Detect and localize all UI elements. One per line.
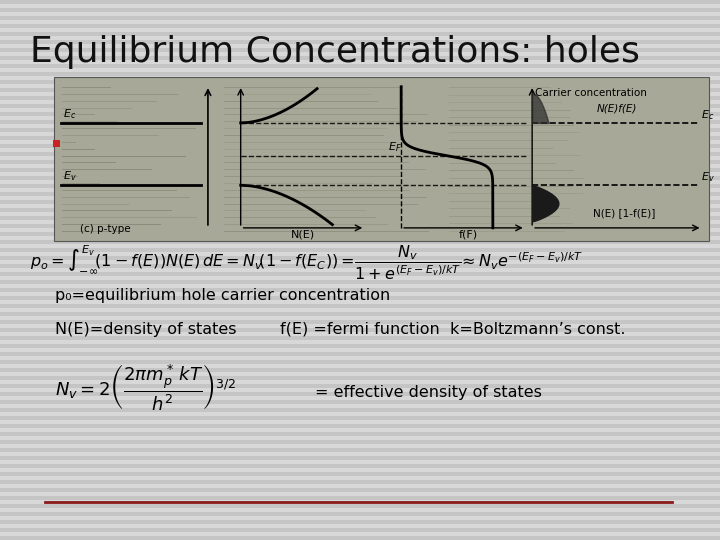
Bar <box>0 481 720 484</box>
Bar <box>0 225 720 228</box>
Bar <box>0 353 720 356</box>
Bar <box>0 152 720 156</box>
Bar <box>54 77 709 241</box>
Text: $p_o = \int_{-\infty}^{E_v}\!(1-f(E))N(E)\,dE = N_v\!\left(1-f(E_C)\right)=\!\df: $p_o = \int_{-\infty}^{E_v}\!(1-f(E))N(E… <box>30 243 583 281</box>
Bar <box>0 472 720 476</box>
Text: N(E) [1-f(E)]: N(E) [1-f(E)] <box>593 208 655 218</box>
Bar <box>0 256 720 260</box>
Bar <box>0 464 720 468</box>
Text: (c) p-type: (c) p-type <box>80 225 131 234</box>
Bar <box>0 408 720 412</box>
Bar <box>0 64 720 68</box>
Text: N(E)f(E): N(E)f(E) <box>597 103 637 113</box>
Text: Equilibrium Concentrations: holes: Equilibrium Concentrations: holes <box>30 35 640 69</box>
Bar <box>0 504 720 508</box>
Bar <box>0 120 720 124</box>
Text: $E_F$: $E_F$ <box>388 140 402 154</box>
Bar <box>0 368 720 372</box>
Bar <box>0 488 720 492</box>
Bar <box>0 89 720 92</box>
Bar <box>0 9 720 12</box>
Bar <box>0 400 720 404</box>
Bar <box>0 529 720 532</box>
Bar <box>0 328 720 332</box>
Text: = effective density of states: = effective density of states <box>315 385 542 400</box>
Bar <box>0 104 720 108</box>
Bar <box>0 280 720 284</box>
Text: N(E): N(E) <box>291 230 315 239</box>
Bar <box>0 512 720 516</box>
Bar <box>0 345 720 348</box>
Bar <box>0 288 720 292</box>
Bar <box>0 448 720 452</box>
Bar <box>0 536 720 540</box>
Bar <box>0 416 720 420</box>
Bar <box>0 56 720 60</box>
Text: $N_v = 2\left(\dfrac{2\pi m^*_p\, kT}{h^2}\right)^{3/2}$: $N_v = 2\left(\dfrac{2\pi m^*_p\, kT}{h^… <box>55 362 236 412</box>
Bar <box>0 24 720 28</box>
Text: f(F): f(F) <box>459 230 478 239</box>
Text: f(E) =fermi function  k=Boltzmann’s const.: f(E) =fermi function k=Boltzmann’s const… <box>280 322 626 337</box>
Bar <box>0 1 720 4</box>
Bar <box>0 217 720 220</box>
Bar <box>0 384 720 388</box>
Bar <box>0 97 720 100</box>
Bar <box>0 496 720 500</box>
Bar <box>0 177 720 180</box>
Bar <box>0 320 720 324</box>
Text: $E_v$: $E_v$ <box>63 170 76 183</box>
Bar <box>0 160 720 164</box>
Text: $E_c$: $E_c$ <box>63 107 76 121</box>
Bar <box>0 144 720 148</box>
Bar <box>0 208 720 212</box>
Bar <box>0 393 720 396</box>
Bar <box>0 265 720 268</box>
Bar <box>0 200 720 204</box>
Bar <box>0 240 720 244</box>
Bar <box>0 49 720 52</box>
Bar <box>53 140 60 147</box>
Text: $E_v$: $E_v$ <box>701 171 715 184</box>
Bar <box>0 40 720 44</box>
Bar <box>0 16 720 20</box>
Bar <box>0 424 720 428</box>
Bar <box>0 433 720 436</box>
Bar <box>0 168 720 172</box>
Bar <box>0 441 720 444</box>
Bar <box>0 305 720 308</box>
Bar <box>0 521 720 524</box>
Bar <box>0 72 720 76</box>
Text: Carrier concentration: Carrier concentration <box>535 89 647 98</box>
Bar <box>0 376 720 380</box>
Bar <box>0 248 720 252</box>
Bar <box>0 129 720 132</box>
Bar <box>0 272 720 276</box>
Bar <box>0 137 720 140</box>
Bar <box>0 192 720 196</box>
Bar <box>0 313 720 316</box>
Text: $E_c$: $E_c$ <box>701 108 714 122</box>
Bar <box>0 336 720 340</box>
Bar <box>0 184 720 188</box>
Bar <box>0 296 720 300</box>
Bar <box>0 112 720 116</box>
Bar <box>0 360 720 364</box>
Text: p₀=equilibrium hole carrier concentration: p₀=equilibrium hole carrier concentratio… <box>55 288 390 303</box>
Bar <box>0 32 720 36</box>
Text: N(E)=density of states: N(E)=density of states <box>55 322 236 337</box>
Bar <box>0 232 720 236</box>
Bar <box>0 80 720 84</box>
Bar <box>0 456 720 460</box>
